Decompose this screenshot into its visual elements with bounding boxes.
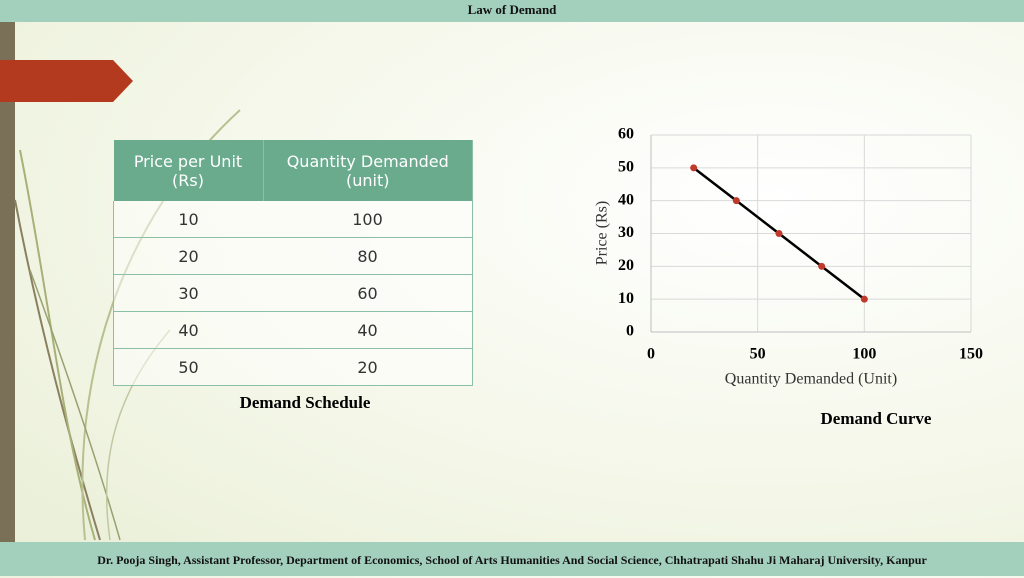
table-cell: 30 xyxy=(113,274,263,312)
table-caption: Demand Schedule xyxy=(240,393,371,412)
header-title: Law of Demand xyxy=(0,0,1024,22)
y-tick-label: 40 xyxy=(618,191,634,208)
y-tick-label: 30 xyxy=(618,224,634,241)
x-tick-label: 100 xyxy=(852,346,876,363)
table-row: 10 100 xyxy=(113,201,473,238)
y-tick-label: 20 xyxy=(618,257,634,274)
data-point xyxy=(732,197,740,205)
table-row: 20 80 xyxy=(113,237,473,275)
data-point xyxy=(690,164,698,172)
chart-title: Demand Curve xyxy=(821,409,932,428)
x-tick-label: 0 xyxy=(647,346,655,363)
table-body: 10 100 20 80 30 60 40 40 50 20 xyxy=(113,201,473,386)
y-tick-label: 60 xyxy=(618,126,634,143)
y-axis-label: Price (Rs) xyxy=(594,201,611,265)
table-cell: 50 xyxy=(113,348,263,386)
table-cell: 20 xyxy=(263,348,473,386)
table-row: 30 60 xyxy=(113,274,473,312)
footer: Dr. Pooja Singh, Assistant Professor, De… xyxy=(0,542,1024,576)
table-cell: 100 xyxy=(263,201,473,238)
arrow xyxy=(0,60,133,102)
demand-table: Price per Unit (Rs) Quantity Demanded (un… xyxy=(113,140,473,386)
column-header: Quantity Demanded (unit) xyxy=(263,140,473,201)
data-point xyxy=(860,295,868,303)
x-axis-label: Quantity Demanded (Unit) xyxy=(725,371,897,388)
table-cell: 10 xyxy=(113,201,263,238)
column-header: Price per Unit (Rs) xyxy=(113,140,264,201)
table-cell: 40 xyxy=(113,311,263,349)
x-tick-label: 150 xyxy=(959,346,983,363)
table-cell: 40 xyxy=(263,311,473,349)
y-tick-label: 50 xyxy=(618,159,634,176)
table-cell: 80 xyxy=(263,237,473,275)
table-cell: 20 xyxy=(113,237,263,275)
data-point xyxy=(775,230,783,237)
y-tick-label: 0 xyxy=(626,323,634,340)
header-row: Price per Unit (Rs) Quantity Demanded (un… xyxy=(113,140,473,201)
curve xyxy=(14,199,101,541)
y-tick-label: 10 xyxy=(618,290,634,307)
data-point xyxy=(818,262,826,270)
table-row: 40 40 xyxy=(113,311,473,349)
side-bar xyxy=(0,22,15,542)
x-tick-label: 50 xyxy=(750,346,766,363)
curve xyxy=(29,269,121,541)
table-row: 50 20 xyxy=(113,348,473,386)
table-cell: 60 xyxy=(263,274,473,312)
